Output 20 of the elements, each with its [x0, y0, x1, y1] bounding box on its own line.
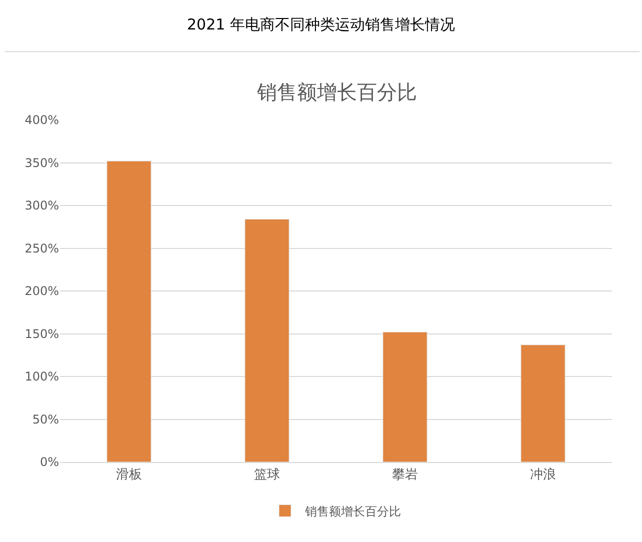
y-tick-label: 0%: [40, 455, 59, 470]
y-tick-label: 100%: [24, 370, 59, 384]
bar: [382, 332, 428, 462]
x-tick-label: 篮球: [254, 468, 280, 483]
bar: [244, 218, 290, 462]
y-tick-label: 400%: [24, 113, 59, 128]
bar: [520, 344, 566, 462]
y-tick-label: 50%: [32, 412, 59, 426]
x-tick-label: 攀岩: [392, 468, 418, 483]
chart-title: 2021 年电商不同种类运动销售增长情况: [187, 15, 455, 34]
y-tick-label: 150%: [24, 326, 59, 341]
y-tick-label: 300%: [24, 198, 59, 213]
x-tick-label: 冲浪: [530, 466, 556, 483]
legend-label: 销售额增长百分比: [304, 504, 401, 518]
chart-subtitle: 销售额增长百分比: [256, 80, 417, 104]
bar: [106, 160, 152, 462]
x-tick-label: 滑板: [116, 468, 142, 483]
y-tick-label: 250%: [24, 241, 59, 256]
y-tick-label: 350%: [24, 156, 59, 170]
y-tick-label: 200%: [24, 284, 59, 298]
